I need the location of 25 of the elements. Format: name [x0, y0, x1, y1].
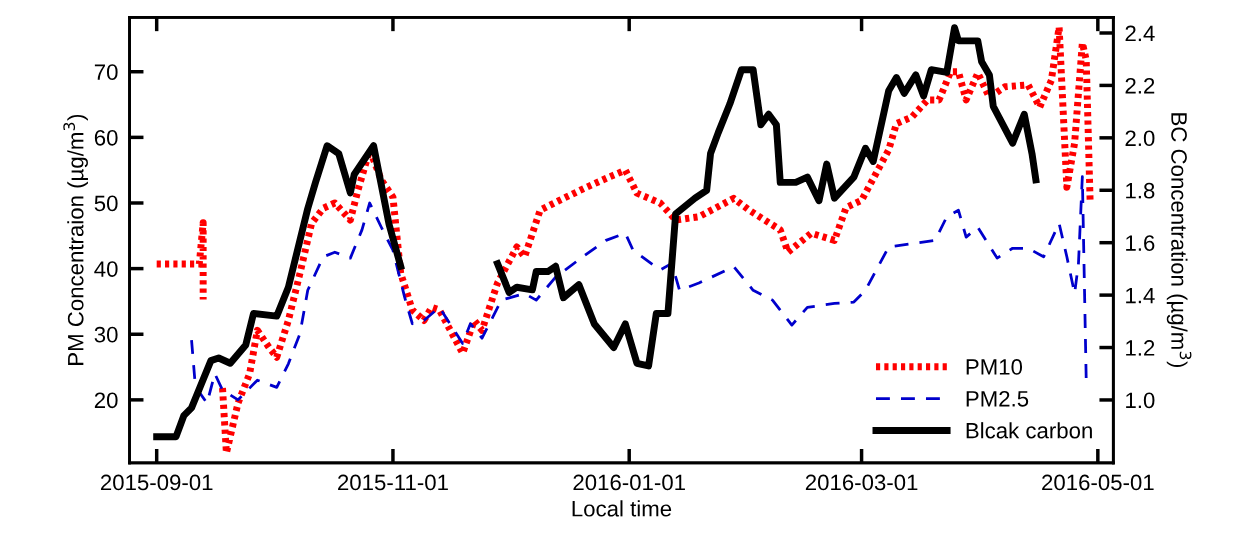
y2-tick-label: 2.0: [1125, 130, 1155, 147]
y-tick-label: 70: [94, 64, 118, 81]
x-axis-title: Local time: [572, 500, 672, 517]
y-axis-title: PM Concentraion (µg/m$^{3}$): [63, 114, 88, 365]
x-tick-label: 2015-09-01: [100, 474, 213, 491]
y-tick-label: 30: [94, 326, 118, 343]
y2-tick-label: 2.4: [1125, 25, 1155, 42]
legend-label: Blcak carbon: [966, 422, 1092, 439]
y-tick-label: 20: [94, 392, 118, 409]
y2-tick-label: 1.2: [1126, 340, 1155, 356]
y-tick-label: 50: [94, 195, 118, 212]
y2-tick-label: 1.4: [1126, 287, 1155, 304]
y-tick-label: 40: [94, 261, 118, 277]
y-tick-label: 60: [94, 129, 118, 146]
y2-tick-label: 1.6: [1126, 235, 1155, 251]
legend-label: PM10: [966, 359, 1023, 375]
legend-label: PM2.5: [966, 390, 1029, 407]
x-tick-label: 2016-03-01: [805, 474, 918, 491]
x-tick-label: 2016-05-01: [1042, 474, 1154, 491]
y2-tick-label: 1.8: [1126, 182, 1155, 199]
y2-tick-label: 1.0: [1126, 392, 1155, 409]
y2-tick-label: 2.2: [1125, 77, 1155, 94]
x-tick-label: 2015-11-01: [338, 474, 448, 491]
y2-axis-title: BC Concentration (µg/m$^{3}$): [1166, 113, 1192, 368]
x-tick-label: 2016-01-01: [573, 474, 685, 491]
